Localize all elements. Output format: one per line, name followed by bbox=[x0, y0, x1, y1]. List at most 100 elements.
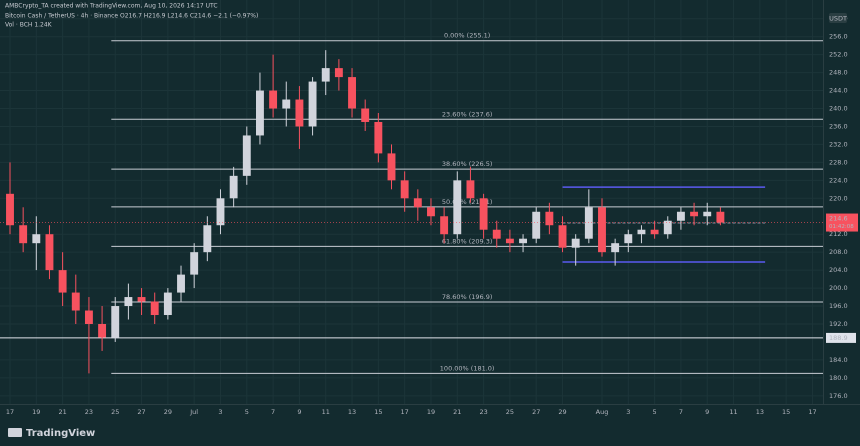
candle-body bbox=[545, 211, 554, 226]
x-tick-label: 13 bbox=[348, 408, 356, 416]
y-tick-label: 204.0 bbox=[829, 266, 848, 274]
candle-body bbox=[453, 180, 462, 235]
marker-label: 188.9 bbox=[829, 334, 848, 342]
last-price-label: 214.6 bbox=[829, 215, 848, 223]
candle-body bbox=[466, 180, 475, 199]
candle-body bbox=[334, 68, 343, 78]
x-tick-label: 7 bbox=[679, 408, 683, 416]
x-tick-label: 25 bbox=[111, 408, 119, 416]
x-tick-label: 19 bbox=[32, 408, 40, 416]
x-tick-label: 21 bbox=[58, 408, 66, 416]
candle-body bbox=[19, 225, 28, 244]
candle-body bbox=[690, 211, 699, 217]
candle-body bbox=[111, 306, 120, 338]
candle-body bbox=[703, 211, 712, 217]
x-tick-label: 9 bbox=[297, 408, 301, 416]
candle-body bbox=[400, 180, 409, 199]
candle-body bbox=[6, 193, 14, 226]
grid bbox=[0, 0, 823, 404]
candle-body bbox=[295, 99, 304, 127]
x-tick-label: 13 bbox=[756, 408, 764, 416]
candle-body bbox=[374, 121, 383, 154]
y-tick-label: 184.0 bbox=[829, 356, 848, 364]
candle-body bbox=[348, 77, 356, 109]
header: AMBCrypto_TA created with TradingView.co… bbox=[5, 3, 218, 10]
candle-body bbox=[203, 225, 212, 253]
candle-body bbox=[177, 274, 185, 293]
x-tick-label: 23 bbox=[479, 408, 487, 416]
y-tick-label: 192.0 bbox=[829, 320, 848, 328]
x-tick-label: 11 bbox=[729, 408, 737, 416]
y-tick-label: 212.0 bbox=[829, 230, 848, 238]
y-tick-label: 220.0 bbox=[829, 194, 848, 202]
fib-label: 61.80% (209.3) bbox=[442, 237, 493, 245]
x-tick-label: 5 bbox=[653, 408, 657, 416]
candle-body bbox=[624, 234, 633, 244]
candle-body bbox=[519, 238, 528, 244]
candle-body bbox=[387, 153, 396, 181]
y-tick-label: 248.0 bbox=[829, 69, 848, 77]
candle-body bbox=[190, 252, 199, 275]
x-tick-label: 19 bbox=[427, 408, 435, 416]
candle-body bbox=[282, 99, 291, 109]
candle-body bbox=[637, 229, 646, 235]
candle-body bbox=[650, 229, 659, 235]
candle-body bbox=[532, 211, 541, 239]
x-tick-label: 29 bbox=[558, 408, 566, 416]
axes: 176.0 180.0 184.0 192.0 196.0 200.0 204.0 208.0… bbox=[6, 15, 858, 416]
x-tick-label: 3 bbox=[218, 408, 222, 416]
x-tick-label: 25 bbox=[506, 408, 514, 416]
x-tick-label: 3 bbox=[626, 408, 630, 416]
x-tick-label: 17 bbox=[6, 408, 14, 416]
candle-body bbox=[229, 175, 238, 199]
candle-body bbox=[584, 207, 593, 239]
x-tick-label: 11 bbox=[322, 408, 330, 416]
candle-body bbox=[58, 270, 67, 293]
candle-body bbox=[216, 198, 225, 226]
y-tick-label: 176.0 bbox=[829, 392, 848, 400]
candle-body bbox=[598, 207, 606, 253]
candle-body bbox=[163, 292, 172, 316]
candle-body bbox=[663, 220, 672, 235]
y-tick-label: 236.0 bbox=[829, 122, 848, 130]
x-tick-label: Jul bbox=[189, 408, 198, 416]
candle-body bbox=[716, 211, 725, 223]
candle-body bbox=[84, 310, 93, 324]
x-tick-label: Aug bbox=[596, 408, 609, 416]
x-tick-label: 15 bbox=[374, 408, 382, 416]
marker-label-box bbox=[826, 332, 856, 343]
candle-body bbox=[256, 90, 264, 136]
candle-body bbox=[321, 68, 330, 82]
fib-label: 100.00% (181.0) bbox=[440, 364, 495, 372]
y-tick-label: 208.0 bbox=[829, 248, 848, 256]
brand: TradingView bbox=[26, 428, 95, 439]
candle-body bbox=[427, 207, 435, 217]
x-tick-label: 9 bbox=[705, 408, 709, 416]
x-tick-label: 7 bbox=[271, 408, 275, 416]
currency-box bbox=[829, 13, 847, 23]
candle-body bbox=[242, 135, 251, 176]
y-tick-label: 196.0 bbox=[829, 302, 848, 310]
candle-body bbox=[505, 238, 514, 244]
volume-line: Vol · BCH 1.24K bbox=[5, 22, 53, 29]
y-tick-label: 228.0 bbox=[829, 158, 848, 166]
candle-body bbox=[558, 225, 567, 248]
fib-label: 38.60% (226.5) bbox=[442, 160, 493, 168]
brand-logo bbox=[8, 428, 22, 437]
y-tick-label: 256.0 bbox=[829, 33, 848, 41]
currency: USDT bbox=[829, 15, 847, 23]
candle-body bbox=[611, 243, 620, 253]
candle-body bbox=[150, 301, 159, 316]
candle-body bbox=[32, 234, 41, 244]
candle-body bbox=[492, 229, 501, 239]
candle-body bbox=[71, 292, 80, 311]
candle-body bbox=[269, 90, 278, 109]
fib-label: 78.60% (196.9) bbox=[442, 293, 493, 301]
x-tick-label: 29 bbox=[164, 408, 172, 416]
candle-body bbox=[413, 198, 422, 208]
candle-body bbox=[45, 234, 54, 271]
fib-label: 0.00% (255.1) bbox=[444, 32, 490, 40]
candle-body bbox=[479, 198, 488, 230]
candle-body bbox=[676, 211, 685, 221]
